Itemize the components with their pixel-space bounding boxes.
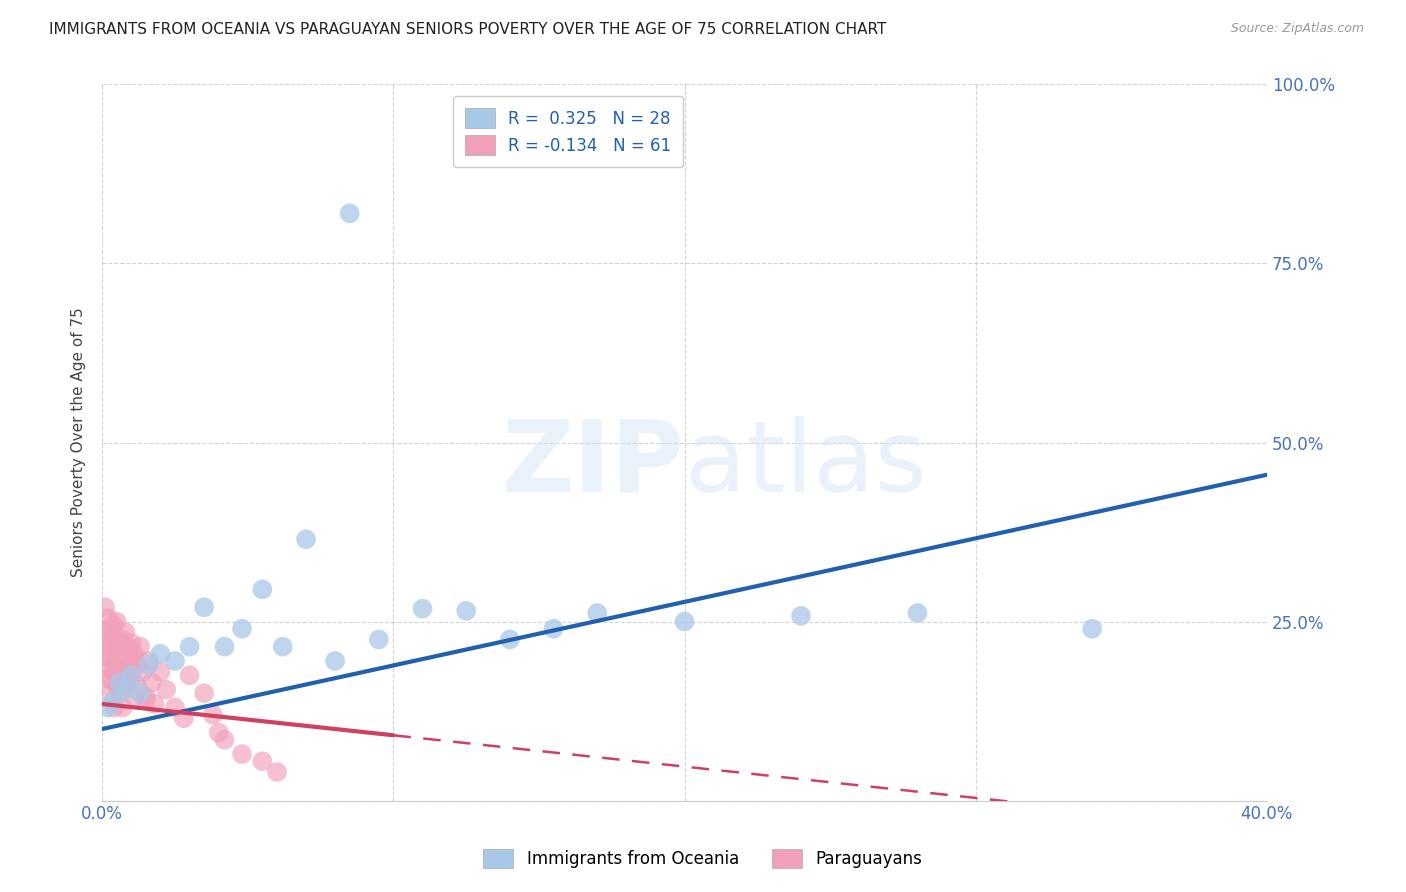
Point xyxy=(132,665,155,679)
Point xyxy=(108,686,131,700)
Point xyxy=(163,654,186,668)
Point xyxy=(100,672,122,686)
Point xyxy=(111,650,134,665)
Point xyxy=(97,650,120,665)
Point xyxy=(114,679,136,693)
Point xyxy=(105,632,128,647)
Text: Source: ZipAtlas.com: Source: ZipAtlas.com xyxy=(1230,22,1364,36)
Point xyxy=(100,686,122,700)
Point xyxy=(339,206,361,220)
Point xyxy=(790,608,813,623)
Point xyxy=(108,661,131,675)
Point xyxy=(97,622,120,636)
Point xyxy=(114,682,136,697)
Point xyxy=(295,532,318,546)
Point xyxy=(122,690,145,704)
Point xyxy=(543,622,565,636)
Point xyxy=(97,611,120,625)
Point xyxy=(103,665,125,679)
Point xyxy=(97,700,120,714)
Point xyxy=(149,647,172,661)
Point xyxy=(103,629,125,643)
Point xyxy=(208,725,231,739)
Point xyxy=(673,615,696,629)
Point xyxy=(103,700,125,714)
Point xyxy=(111,675,134,690)
Point xyxy=(231,622,253,636)
Point xyxy=(214,640,236,654)
Point xyxy=(129,686,152,700)
Y-axis label: Seniors Poverty Over the Age of 75: Seniors Poverty Over the Age of 75 xyxy=(72,308,86,577)
Point xyxy=(266,764,288,779)
Point xyxy=(120,657,142,672)
Point xyxy=(138,654,160,668)
Point xyxy=(138,657,160,672)
Point xyxy=(135,690,157,704)
Point xyxy=(103,693,125,707)
Point xyxy=(231,747,253,761)
Point xyxy=(149,665,172,679)
Point xyxy=(141,675,163,690)
Point xyxy=(907,606,929,620)
Point xyxy=(367,632,389,647)
Point xyxy=(114,661,136,675)
Point xyxy=(411,601,433,615)
Point xyxy=(127,657,149,672)
Point xyxy=(1081,622,1104,636)
Point xyxy=(108,640,131,654)
Point xyxy=(155,682,177,697)
Point xyxy=(135,693,157,707)
Point xyxy=(100,640,122,654)
Point xyxy=(94,640,117,654)
Point xyxy=(122,650,145,665)
Point xyxy=(117,643,139,657)
Point xyxy=(193,600,215,615)
Point xyxy=(103,618,125,632)
Point xyxy=(214,732,236,747)
Point xyxy=(117,668,139,682)
Point xyxy=(97,661,120,675)
Point xyxy=(179,668,201,682)
Point xyxy=(173,711,195,725)
Point xyxy=(163,700,186,714)
Point xyxy=(201,707,224,722)
Point xyxy=(271,640,294,654)
Point xyxy=(105,615,128,629)
Legend: R =  0.325   N = 28, R = -0.134   N = 61: R = 0.325 N = 28, R = -0.134 N = 61 xyxy=(453,96,683,167)
Legend: Immigrants from Oceania, Paraguayans: Immigrants from Oceania, Paraguayans xyxy=(477,842,929,875)
Point xyxy=(127,679,149,693)
Point xyxy=(179,640,201,654)
Point xyxy=(105,679,128,693)
Point xyxy=(117,640,139,654)
Point xyxy=(586,606,609,620)
Point xyxy=(120,672,142,686)
Point xyxy=(323,654,346,668)
Point xyxy=(114,625,136,640)
Point xyxy=(94,672,117,686)
Point xyxy=(108,675,131,690)
Point xyxy=(129,640,152,654)
Point xyxy=(122,647,145,661)
Point xyxy=(111,700,134,714)
Point xyxy=(94,632,117,647)
Point xyxy=(120,636,142,650)
Point xyxy=(111,632,134,647)
Point xyxy=(105,650,128,665)
Point xyxy=(252,754,274,768)
Text: ZIP: ZIP xyxy=(502,416,685,513)
Point xyxy=(143,697,166,711)
Point xyxy=(456,604,478,618)
Text: IMMIGRANTS FROM OCEANIA VS PARAGUAYAN SENIORS POVERTY OVER THE AGE OF 75 CORRELA: IMMIGRANTS FROM OCEANIA VS PARAGUAYAN SE… xyxy=(49,22,887,37)
Point xyxy=(100,654,122,668)
Text: atlas: atlas xyxy=(685,416,927,513)
Point xyxy=(94,600,117,615)
Point xyxy=(193,686,215,700)
Point xyxy=(252,582,274,597)
Point xyxy=(499,632,522,647)
Point xyxy=(100,622,122,636)
Point xyxy=(120,668,142,682)
